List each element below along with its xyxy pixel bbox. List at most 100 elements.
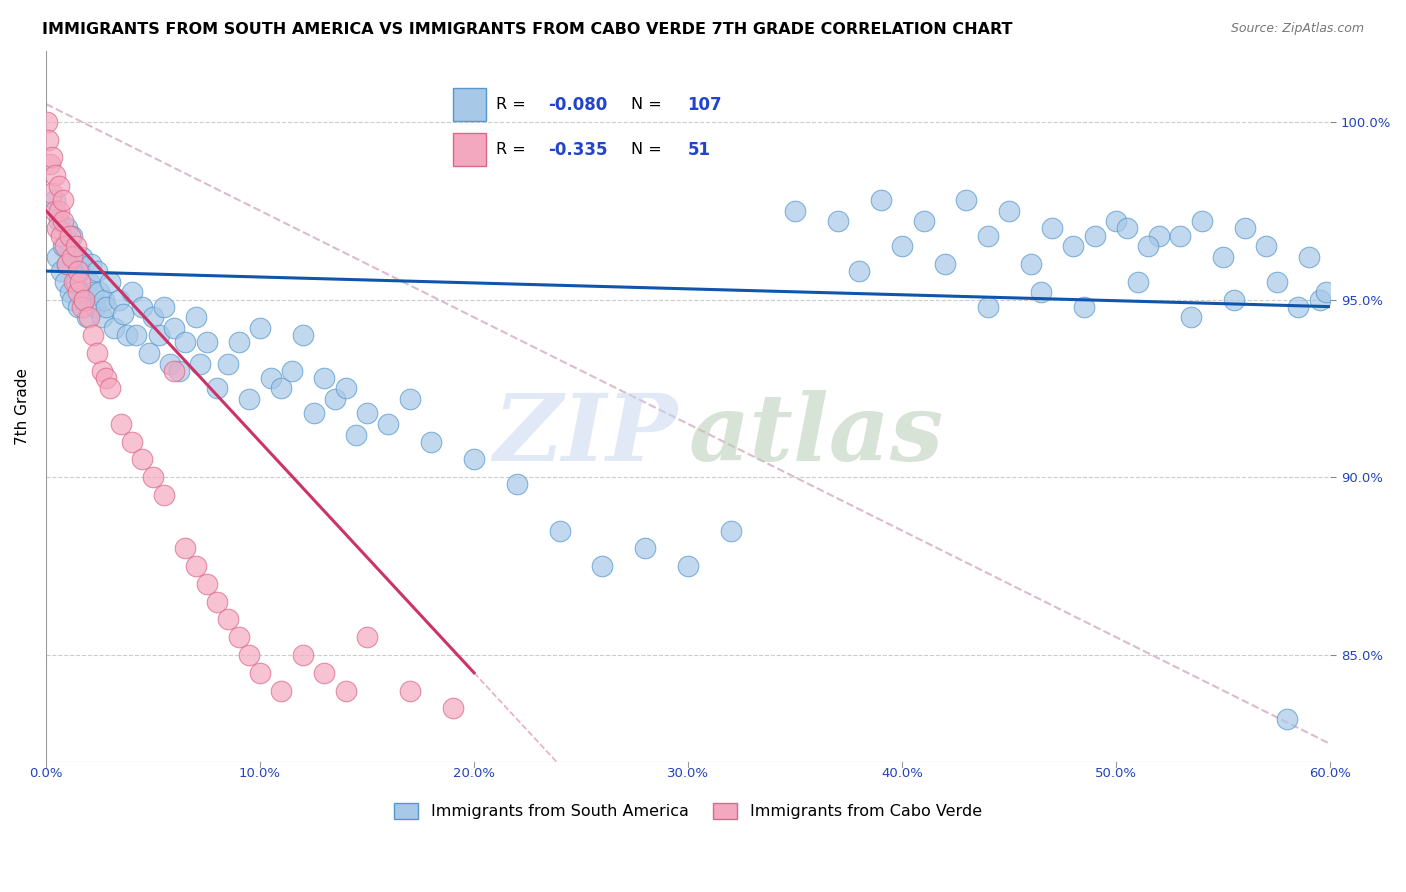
Point bbox=[1191, 214, 1213, 228]
Text: -0.335: -0.335 bbox=[548, 141, 609, 159]
Point bbox=[548, 524, 571, 538]
Text: ZIP: ZIP bbox=[494, 390, 678, 480]
Point bbox=[77, 310, 100, 325]
Bar bbox=[453, 88, 486, 121]
Point bbox=[142, 470, 165, 484]
Point bbox=[1137, 239, 1160, 253]
Point bbox=[93, 293, 115, 307]
Point bbox=[934, 257, 956, 271]
Point bbox=[195, 577, 218, 591]
Point bbox=[58, 228, 80, 243]
Point bbox=[80, 257, 103, 271]
Point bbox=[48, 203, 70, 218]
Point bbox=[76, 310, 98, 325]
Text: 107: 107 bbox=[688, 95, 723, 113]
Point bbox=[39, 157, 62, 171]
Text: N =: N = bbox=[631, 142, 662, 157]
Point bbox=[291, 648, 314, 662]
Point bbox=[848, 264, 870, 278]
Point bbox=[238, 392, 260, 406]
Point bbox=[314, 665, 336, 680]
Text: R =: R = bbox=[496, 97, 526, 112]
Point bbox=[205, 381, 228, 395]
Text: N =: N = bbox=[631, 97, 662, 112]
Point bbox=[1277, 712, 1299, 726]
Point bbox=[90, 310, 112, 325]
Point bbox=[335, 381, 357, 395]
Point bbox=[356, 630, 378, 644]
Point bbox=[49, 264, 72, 278]
Text: R =: R = bbox=[496, 142, 526, 157]
Point bbox=[1233, 221, 1256, 235]
Point bbox=[45, 250, 67, 264]
Point bbox=[217, 612, 239, 626]
Point bbox=[86, 264, 108, 278]
Point bbox=[53, 275, 76, 289]
Point bbox=[249, 321, 271, 335]
Point bbox=[67, 257, 90, 271]
Point bbox=[56, 221, 79, 235]
Point bbox=[148, 328, 170, 343]
Point bbox=[82, 328, 104, 343]
Point bbox=[44, 203, 66, 218]
Point bbox=[152, 488, 174, 502]
Point bbox=[117, 328, 139, 343]
Point bbox=[1105, 214, 1128, 228]
Point bbox=[52, 214, 75, 228]
Point bbox=[67, 300, 90, 314]
Point bbox=[1308, 293, 1330, 307]
Point bbox=[228, 630, 250, 644]
Point bbox=[869, 193, 891, 207]
Point bbox=[163, 321, 186, 335]
Point bbox=[1062, 239, 1084, 253]
Point bbox=[77, 275, 100, 289]
Point bbox=[138, 346, 160, 360]
Point bbox=[785, 203, 807, 218]
Point bbox=[249, 665, 271, 680]
Point bbox=[1126, 275, 1149, 289]
Point bbox=[1265, 275, 1288, 289]
Point bbox=[73, 293, 96, 307]
Point bbox=[1170, 228, 1192, 243]
Point bbox=[1147, 228, 1170, 243]
Point bbox=[676, 559, 699, 574]
Point bbox=[62, 250, 84, 264]
Point bbox=[44, 168, 66, 182]
Point bbox=[217, 357, 239, 371]
Point bbox=[131, 452, 153, 467]
Text: IMMIGRANTS FROM SOUTH AMERICA VS IMMIGRANTS FROM CABO VERDE 7TH GRADE CORRELATIO: IMMIGRANTS FROM SOUTH AMERICA VS IMMIGRA… bbox=[42, 22, 1012, 37]
Point bbox=[270, 683, 292, 698]
Point bbox=[73, 293, 96, 307]
Point bbox=[1180, 310, 1202, 325]
Point bbox=[977, 228, 1000, 243]
Point bbox=[398, 392, 420, 406]
Point bbox=[270, 381, 292, 395]
Point bbox=[302, 406, 325, 420]
Point bbox=[41, 186, 63, 200]
Point bbox=[41, 150, 63, 164]
Point bbox=[56, 257, 79, 271]
Point bbox=[125, 328, 148, 343]
Point bbox=[827, 214, 849, 228]
Point bbox=[65, 275, 87, 289]
Point bbox=[53, 239, 76, 253]
Point bbox=[1084, 228, 1107, 243]
Point bbox=[86, 346, 108, 360]
Point bbox=[260, 370, 283, 384]
Point bbox=[174, 541, 197, 556]
Point bbox=[37, 132, 59, 146]
Point bbox=[998, 203, 1021, 218]
Point bbox=[228, 335, 250, 350]
Point bbox=[344, 427, 367, 442]
Point bbox=[62, 275, 84, 289]
Point bbox=[110, 417, 132, 431]
Point bbox=[1019, 257, 1042, 271]
Point bbox=[90, 363, 112, 377]
Point bbox=[58, 285, 80, 300]
Point bbox=[98, 381, 121, 395]
Point bbox=[1212, 250, 1234, 264]
Point bbox=[94, 300, 117, 314]
Point bbox=[195, 335, 218, 350]
Point bbox=[335, 683, 357, 698]
Point bbox=[72, 300, 94, 314]
